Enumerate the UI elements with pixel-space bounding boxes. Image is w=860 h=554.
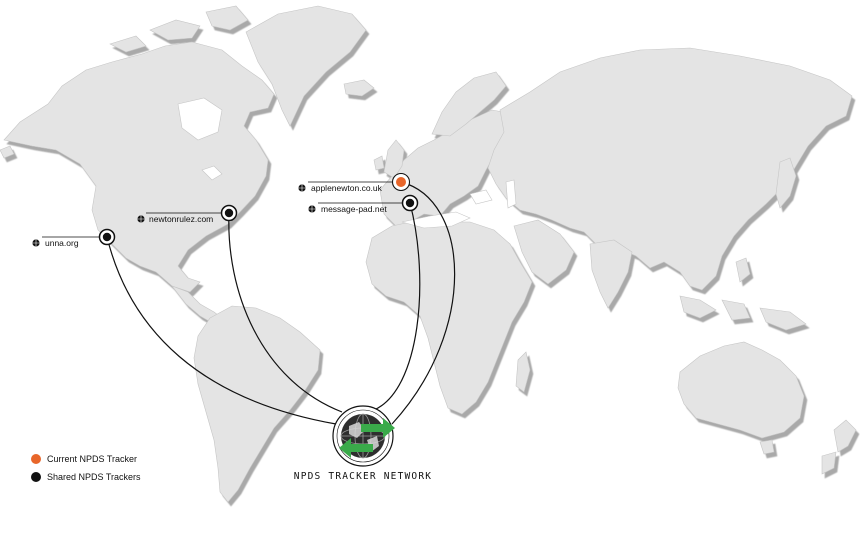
iceland <box>343 79 375 97</box>
globe-icon <box>32 239 40 247</box>
globe-icon <box>298 184 306 192</box>
water-bodies <box>177 97 517 229</box>
tracker-unna[interactable] <box>98 228 116 246</box>
tracker-label[interactable]: applenewton.co.uk <box>311 183 383 193</box>
landmasses <box>0 5 857 503</box>
arc-newtonrulez <box>228 212 343 413</box>
arc-message-pad <box>373 202 421 411</box>
scandinavia <box>431 71 507 137</box>
arc-applenewton <box>391 181 456 425</box>
tracker-label[interactable]: newtonrulez.com <box>149 214 213 224</box>
legend-current-swatch <box>31 454 41 464</box>
shared-tracker-dot <box>102 232 112 242</box>
legend-shared-label: Shared NPDS Trackers <box>47 472 141 482</box>
shared-tracker-dot <box>224 208 234 218</box>
tasmania <box>759 439 775 455</box>
caspian-sea <box>505 179 517 209</box>
new-zealand <box>821 419 857 475</box>
south-america <box>193 305 321 503</box>
black-sea <box>469 189 493 205</box>
legend-shared-swatch <box>31 472 41 482</box>
madagascar <box>515 351 531 393</box>
aleutian-islands <box>0 145 15 159</box>
shared-tracker-dot <box>405 198 415 208</box>
label-leaders <box>42 181 403 238</box>
mediterranean <box>401 211 471 229</box>
arabian-peninsula <box>513 219 575 285</box>
asia <box>487 47 853 291</box>
current-tracker-dot <box>396 177 406 187</box>
tracker-label[interactable]: message-pad.net <box>321 204 387 214</box>
greenland <box>245 5 367 127</box>
north-america <box>3 41 275 293</box>
india <box>589 239 633 309</box>
arctic-islands <box>109 5 249 53</box>
great-lakes <box>201 165 223 181</box>
australia <box>677 341 805 439</box>
connection-arcs <box>106 181 456 425</box>
sync-arrows-icon <box>339 418 395 458</box>
tracker-message-pad[interactable] <box>401 194 419 212</box>
legend: Current NPDS Tracker Shared NPDS Tracker… <box>31 454 141 482</box>
tracker-applenewton[interactable] <box>391 172 411 192</box>
hub-title: NPDS TRACKER NETWORK <box>294 471 432 482</box>
british-isles <box>373 139 405 179</box>
japan <box>775 157 797 209</box>
se-asia-islands <box>679 257 807 331</box>
globe-icon <box>137 215 145 223</box>
hub <box>332 405 395 467</box>
hudson-bay <box>177 97 223 141</box>
globe-icon <box>308 205 316 213</box>
arc-unna <box>106 236 337 425</box>
tracker-newtonrulez[interactable] <box>220 204 238 222</box>
legend-current-label: Current NPDS Tracker <box>47 454 137 464</box>
tracker-label[interactable]: unna.org <box>45 238 79 248</box>
